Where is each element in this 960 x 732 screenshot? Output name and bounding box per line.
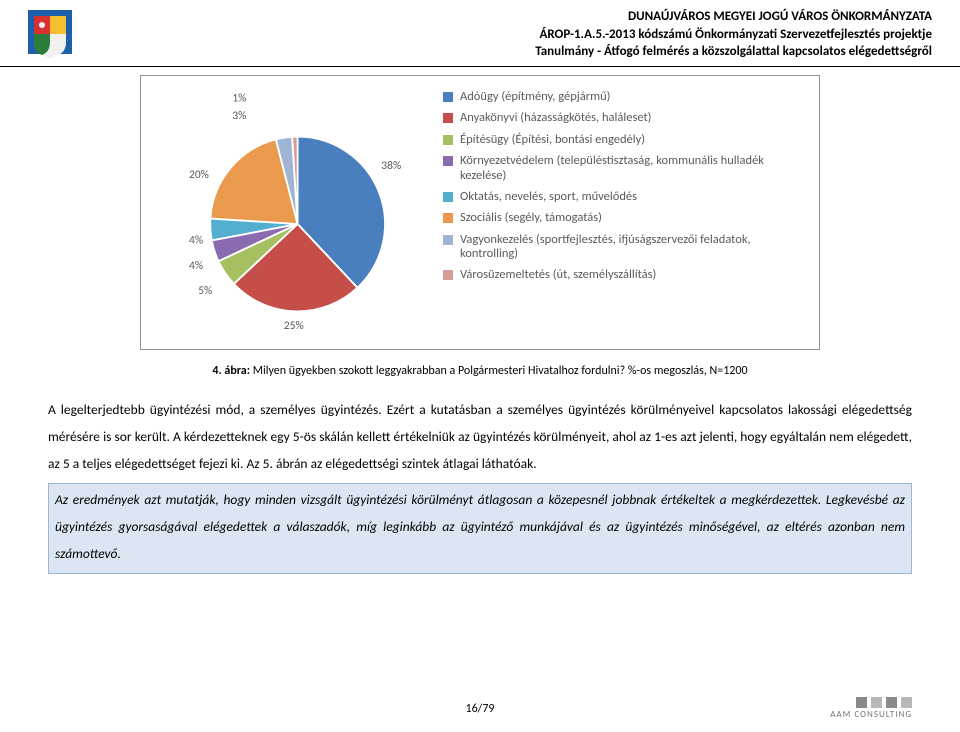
pie-data-label: 38% xyxy=(381,159,401,173)
page-number: 16/79 xyxy=(138,702,822,716)
pie-data-label: 1% xyxy=(232,92,246,106)
legend-label: Vagyonkezelés (sportfejlesztés, ifjúságs… xyxy=(460,233,807,262)
pie-chart: 38% 25% 5% 4% 4% 20% 3% 1% xyxy=(153,86,433,339)
crest-logo xyxy=(28,10,72,62)
legend-swatch xyxy=(443,156,453,166)
header-line-3: Tanulmány - Átfogó felmérés a közszolgál… xyxy=(72,43,932,61)
pie-data-label: 4% xyxy=(189,233,203,247)
footer-brand-text: AAM CONSULTING xyxy=(822,709,912,720)
page-footer: 16/79 AAM CONSULTING xyxy=(0,697,960,720)
legend-swatch xyxy=(443,92,453,102)
legend-label: Városüzemeltetés (út, személyszállítás) xyxy=(460,268,656,282)
pie-data-label: 3% xyxy=(232,109,246,123)
legend-row: Szociális (segély, támogatás) xyxy=(443,211,807,225)
pie-data-label: 4% xyxy=(189,259,203,273)
legend-row: Környezetvédelem (településtisztaság, ko… xyxy=(443,154,807,183)
legend-label: Környezetvédelem (településtisztaság, ko… xyxy=(460,154,807,183)
legend-swatch xyxy=(443,235,453,245)
pie-data-label: 20% xyxy=(189,168,209,182)
legend-label: Szociális (segély, támogatás) xyxy=(460,211,602,225)
page-header: DUNAÚJVÁROS MEGYEI JOGÚ VÁROS ÖNKORMÁNYZ… xyxy=(0,0,960,67)
legend-label: Anyakönyvi (házasságkötés, haláleset) xyxy=(460,111,651,125)
chart-container: 38% 25% 5% 4% 4% 20% 3% 1% Adóügy (építmény, gé… xyxy=(140,75,820,350)
footer-brand-logo: AAM CONSULTING xyxy=(822,697,912,720)
pie-data-label: 5% xyxy=(198,284,212,298)
figure-caption: 4. ábra: Milyen ügyekben szokott leggyak… xyxy=(0,364,960,378)
legend-swatch xyxy=(443,213,453,223)
legend-row: Adóügy (építmény, gépjármű) xyxy=(443,90,807,104)
header-text-block: DUNAÚJVÁROS MEGYEI JOGÚ VÁROS ÖNKORMÁNYZ… xyxy=(72,8,932,61)
chart-legend: Adóügy (építmény, gépjármű) Anyakönyvi (h… xyxy=(443,86,807,339)
legend-row: Anyakönyvi (házasságkötés, haláleset) xyxy=(443,111,807,125)
legend-label: Adóügy (építmény, gépjármű) xyxy=(460,90,610,104)
legend-row: Építésügy (Építési, bontási engedély) xyxy=(443,133,807,147)
highlight-box: Az eredmények azt mutatják, hogy minden … xyxy=(48,483,912,574)
pie-data-label: 25% xyxy=(284,319,304,333)
legend-row: Oktatás, nevelés, sport, művelődés xyxy=(443,190,807,204)
header-line-2: ÁROP-1.A.5.-2013 kódszámú Önkormányzati … xyxy=(72,26,932,44)
body-paragraph-1: A legelterjedtebb ügyintézési mód, a sze… xyxy=(0,396,960,477)
header-line-1: DUNAÚJVÁROS MEGYEI JOGÚ VÁROS ÖNKORMÁNYZ… xyxy=(72,8,932,26)
legend-swatch xyxy=(443,135,453,145)
legend-swatch xyxy=(443,270,453,280)
legend-label: Építésügy (Építési, bontási engedély) xyxy=(460,133,645,147)
legend-row: Városüzemeltetés (út, személyszállítás) xyxy=(443,268,807,282)
legend-label: Oktatás, nevelés, sport, művelődés xyxy=(460,190,637,204)
legend-row: Vagyonkezelés (sportfejlesztés, ifjúságs… xyxy=(443,233,807,262)
caption-bold: 4. ábra: xyxy=(212,364,250,378)
boxed-text: Az eredmények azt mutatják, hogy minden … xyxy=(55,491,905,562)
legend-swatch xyxy=(443,113,453,123)
caption-rest: Milyen ügyekben szokott leggyakrabban a … xyxy=(250,364,748,378)
para1-text: A legelterjedtebb ügyintézési mód, a sze… xyxy=(48,396,912,477)
legend-swatch xyxy=(443,192,453,202)
